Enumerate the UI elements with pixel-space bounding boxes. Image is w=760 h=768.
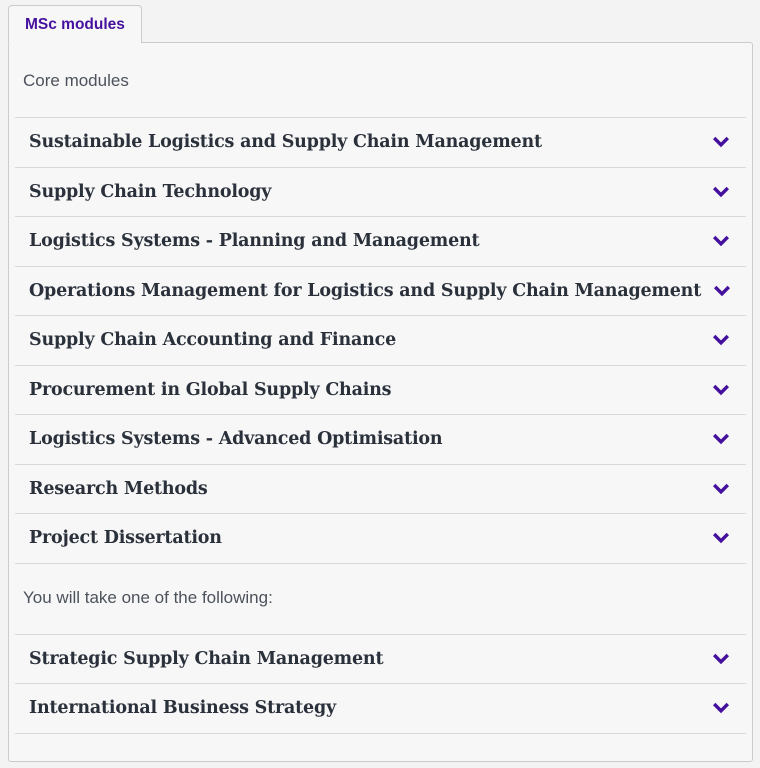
optional-modules-list: Strategic Supply Chain Management Intern… [15,633,746,734]
chevron-down-icon [712,384,730,396]
accordion-module-row[interactable]: Operations Management for Logistics and … [15,265,746,316]
chevron-down-icon [712,532,730,544]
accordion-module-row[interactable]: Logistics Systems - Planning and Managem… [15,216,746,266]
optional-modules-heading: You will take one of the following: [23,587,273,607]
module-title: Research Methods [29,478,208,499]
modules-panel: Core modules Sustainable Logistics and S… [8,42,753,762]
module-title: Operations Management for Logistics and … [29,280,702,301]
tab-label: MSc modules [25,15,125,33]
accordion-module-row[interactable]: Logistics Systems - Advanced Optimisatio… [15,414,746,464]
accordion-module-row[interactable]: Strategic Supply Chain Management [15,633,746,684]
module-title: Procurement in Global Supply Chains [29,379,392,400]
accordion-module-row[interactable]: Supply Chain Technology [15,166,746,217]
chevron-down-icon [713,285,731,297]
chevron-down-icon [712,186,730,198]
accordion-module-row[interactable]: Research Methods [15,463,746,514]
module-title: Supply Chain Technology [29,181,272,202]
core-modules-list: Sustainable Logistics and Supply Chain M… [15,117,746,564]
chevron-down-icon [712,334,730,346]
chevron-down-icon [712,433,730,445]
module-title: Supply Chain Accounting and Finance [29,330,397,351]
module-title: Strategic Supply Chain Management [29,648,384,669]
chevron-down-icon [712,702,730,714]
module-title: Logistics Systems - Planning and Managem… [29,231,480,252]
module-title: Logistics Systems - Advanced Optimisatio… [29,429,443,450]
accordion-module-row[interactable]: Sustainable Logistics and Supply Chain M… [15,117,746,167]
chevron-down-icon [712,136,730,148]
chevron-down-icon [712,235,730,247]
accordion-module-row[interactable]: Procurement in Global Supply Chains [15,364,746,415]
module-title: International Business Strategy [29,698,336,719]
module-title: Project Dissertation [29,528,222,549]
module-title: Sustainable Logistics and Supply Chain M… [29,132,542,153]
tab-msc-modules[interactable]: MSc modules [8,5,142,43]
core-modules-heading: Core modules [23,71,129,90]
chevron-down-icon [712,653,730,665]
chevron-down-icon [712,483,730,495]
accordion-module-row[interactable]: International Business Strategy [15,683,746,733]
accordion-module-row[interactable]: Project Dissertation [15,513,746,563]
accordion-module-row[interactable]: Supply Chain Accounting and Finance [15,315,746,365]
